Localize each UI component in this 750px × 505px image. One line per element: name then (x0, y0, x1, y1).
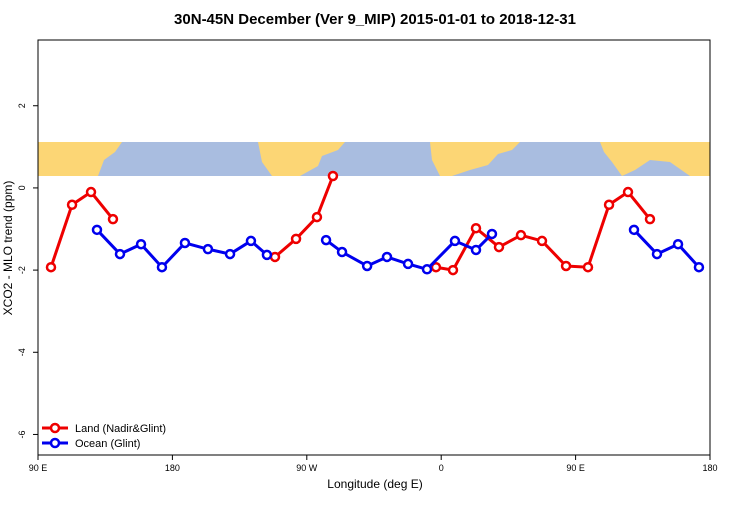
point (66, 199, 78, 211)
point (224, 248, 236, 260)
series-line (435, 190, 652, 272)
y-tick-label: -4 (17, 348, 27, 356)
point (470, 244, 482, 256)
x-tick-label: 90 E (566, 463, 585, 473)
series-line (49, 190, 115, 268)
point (628, 224, 640, 236)
point (672, 238, 684, 250)
y-tick-label: -2 (17, 266, 27, 274)
series-line (632, 228, 701, 269)
point (320, 234, 332, 246)
x-tick-label: 90 W (296, 463, 318, 473)
y-axis-label: XCO2 - MLO trend (ppm) (1, 181, 15, 316)
point (651, 248, 663, 260)
point (311, 211, 323, 223)
point (622, 186, 634, 198)
point (402, 258, 414, 270)
map-band (38, 142, 710, 176)
legend-label: Ocean (Glint) (75, 438, 140, 450)
point (156, 261, 168, 273)
y-tick-label: 2 (17, 103, 27, 108)
point (114, 248, 126, 260)
x-tick-label: 0 (439, 463, 444, 473)
legend-marker (49, 437, 61, 449)
point (179, 237, 191, 249)
point (91, 224, 103, 236)
point (447, 264, 459, 276)
legend-marker (49, 422, 61, 434)
point (381, 251, 393, 263)
point (261, 249, 273, 261)
y-tick-label: 0 (17, 185, 27, 190)
point (361, 260, 373, 272)
chart-title: 30N-45N December (Ver 9_MIP) 2015-01-01 … (174, 11, 576, 28)
point (269, 251, 281, 263)
point (135, 238, 147, 250)
point (536, 235, 548, 247)
plot-frame (37, 39, 711, 456)
x-tick-label: 180 (702, 463, 717, 473)
point (470, 222, 482, 234)
point (430, 261, 442, 273)
x-tick-label: 180 (165, 463, 180, 473)
point (515, 229, 527, 241)
point (245, 235, 257, 247)
point (45, 261, 57, 273)
series-line (95, 228, 268, 270)
point (449, 235, 461, 247)
x-tick-label: 90 E (29, 463, 48, 473)
point (582, 261, 594, 273)
point (693, 261, 705, 273)
point (644, 213, 656, 225)
point (290, 233, 302, 245)
point (336, 246, 348, 258)
point (85, 186, 97, 198)
y-tick-label: -6 (17, 430, 27, 438)
x-axis-label: Longitude (deg E) (327, 477, 422, 491)
point (327, 170, 339, 182)
point (603, 199, 615, 211)
legend-label: Land (Nadir&Glint) (75, 423, 166, 435)
point (421, 264, 433, 275)
point (202, 243, 214, 255)
point (107, 213, 119, 225)
series-line (274, 175, 335, 259)
point (560, 260, 572, 272)
point (493, 241, 505, 253)
point (486, 228, 498, 240)
